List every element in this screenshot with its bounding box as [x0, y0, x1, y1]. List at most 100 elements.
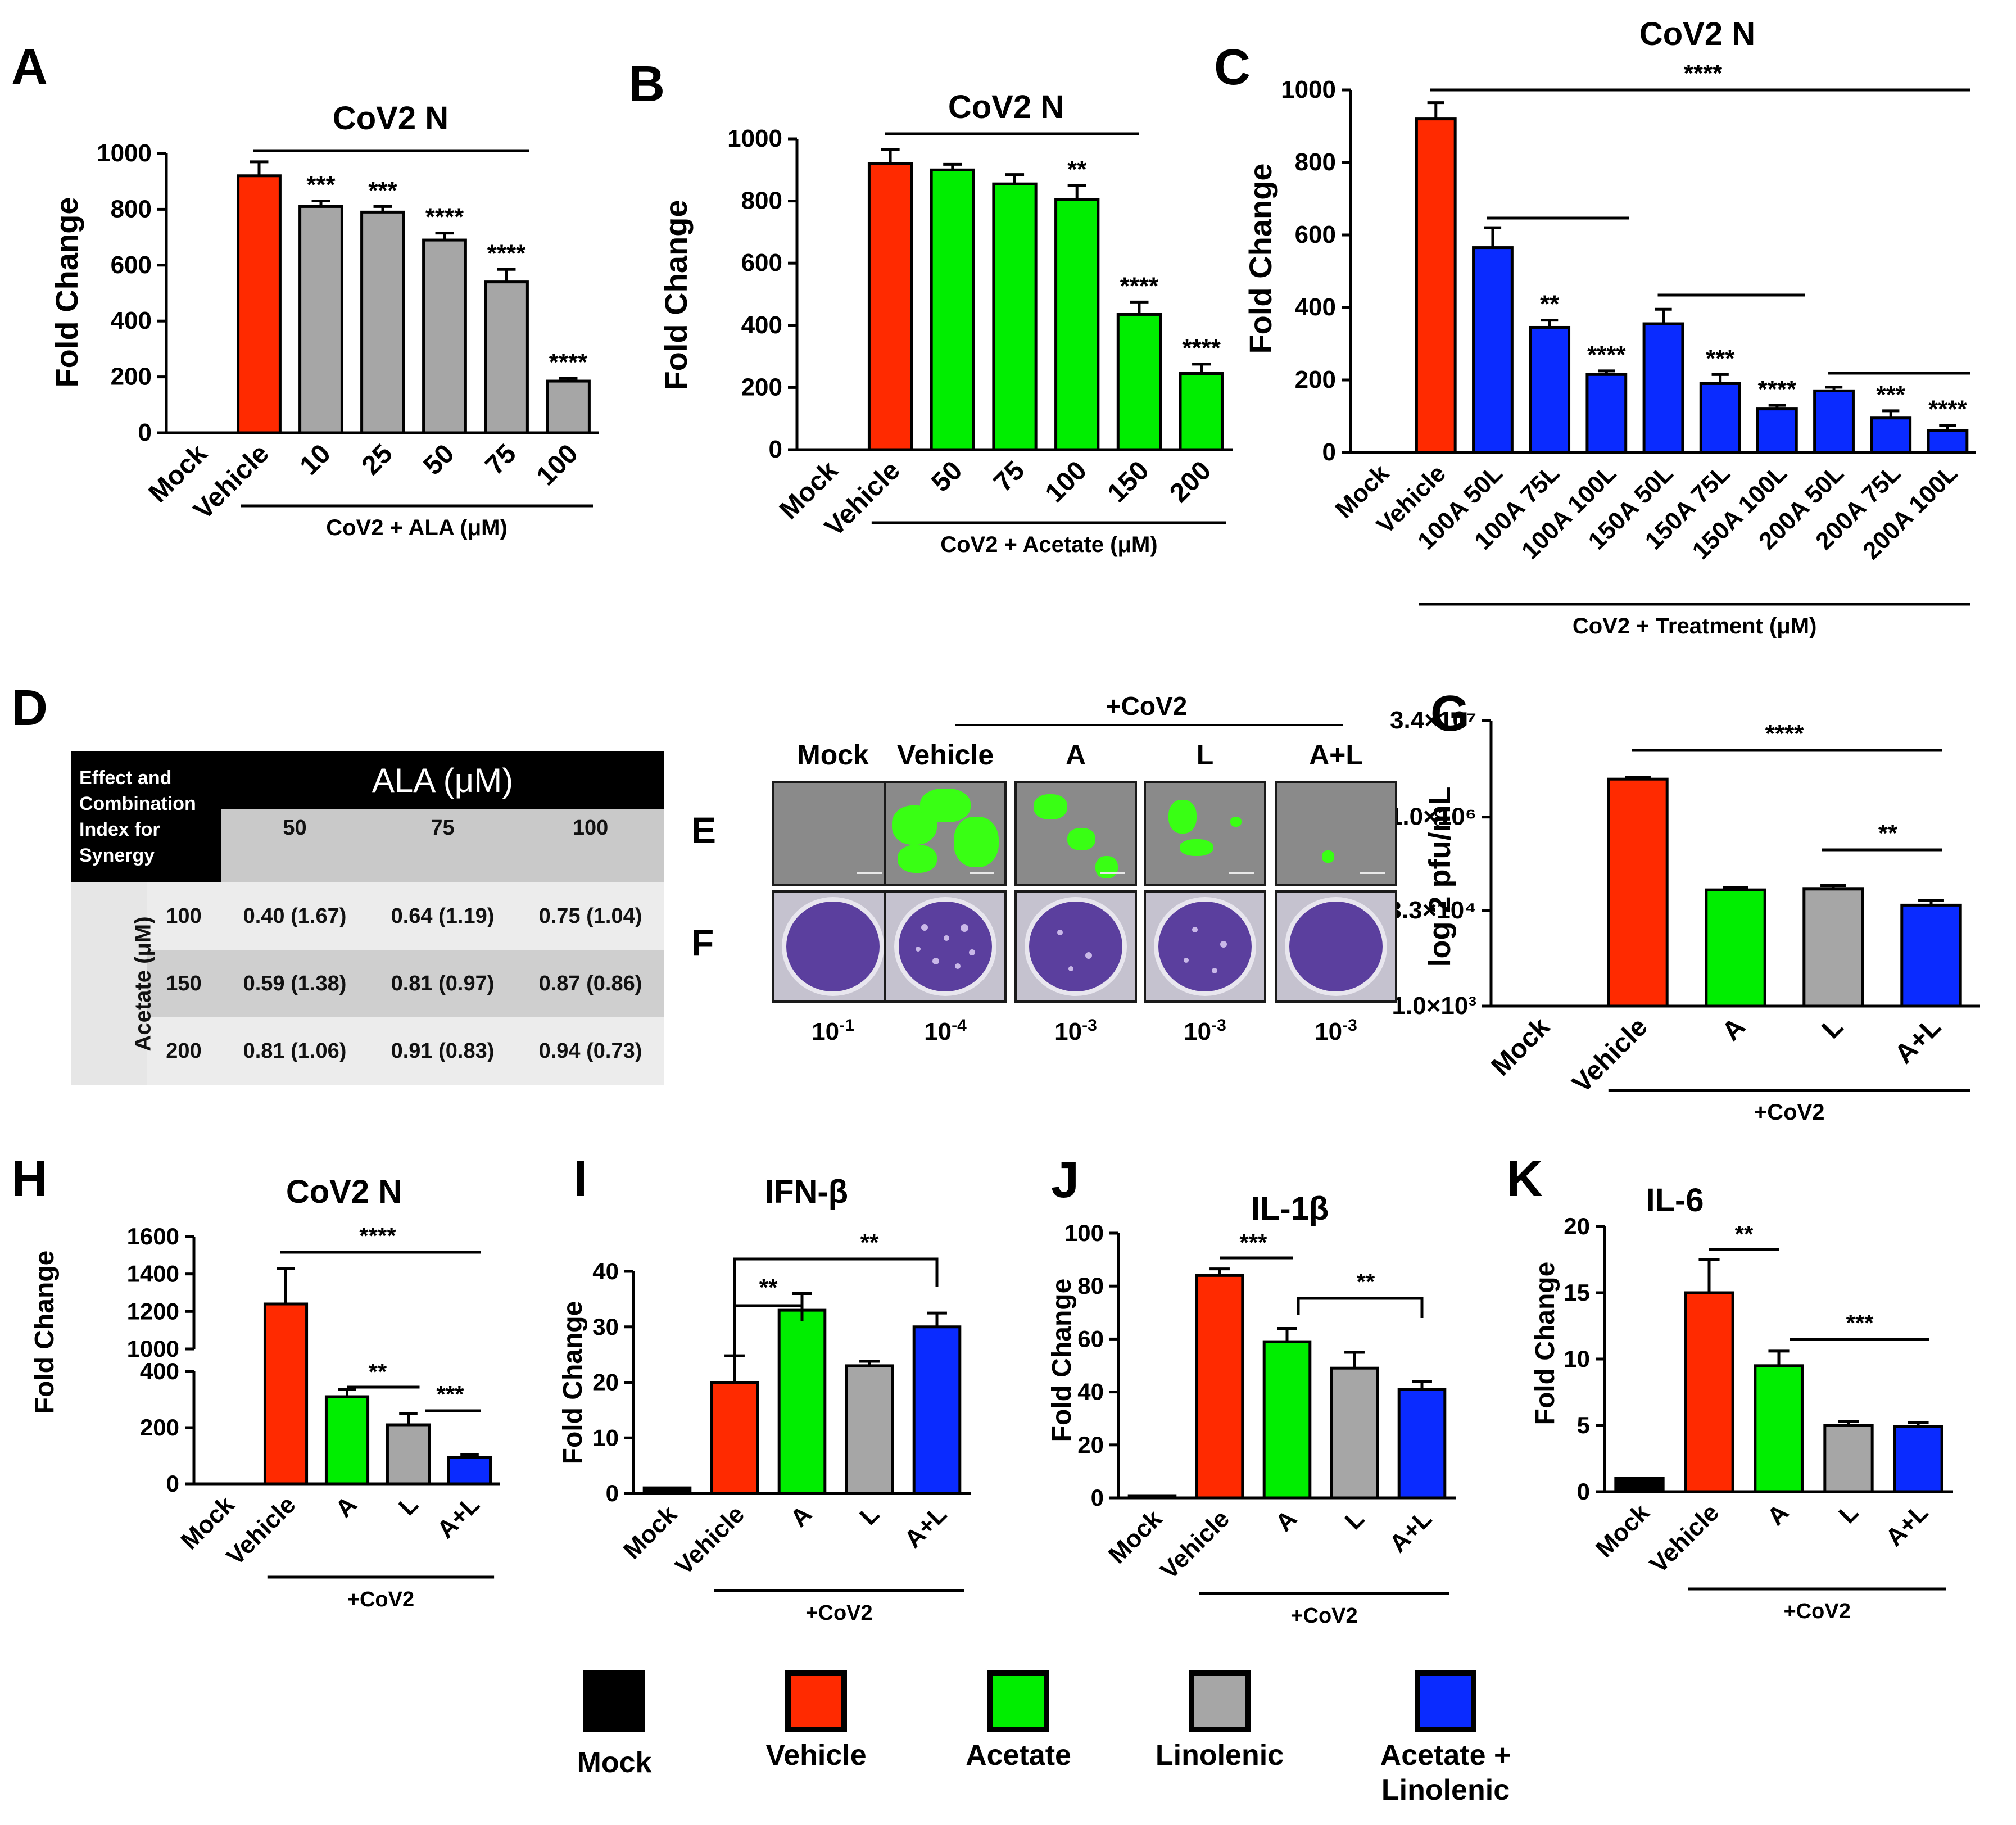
bar-l — [1330, 1366, 1379, 1500]
x-tick-label: 75 — [988, 455, 1030, 497]
scale-bar — [857, 872, 882, 874]
dilution-label: 10-3 — [1054, 1016, 1097, 1045]
plaque-spot — [1192, 927, 1198, 932]
y-tick-label: 20 — [1077, 1432, 1104, 1458]
x-tick-label: Vehicle — [1644, 1498, 1724, 1578]
dilution-base: 10 — [812, 1018, 839, 1045]
y-axis-label: Fold Change — [1530, 1262, 1560, 1425]
plaque-spot — [1220, 941, 1227, 948]
x-tick-label: A+L — [1889, 1012, 1947, 1070]
dilution-exponent: -3 — [1342, 1016, 1357, 1035]
bar-vehicle — [1195, 1274, 1244, 1500]
bar-100a-100l — [1585, 373, 1628, 454]
significance-label: **** — [425, 203, 464, 231]
scale-bar — [1229, 872, 1254, 874]
table-cell: 0.59 (1.38) — [221, 950, 369, 1017]
table-cell: 0.91 (0.83) — [369, 1017, 517, 1085]
plaque-spot — [932, 958, 939, 964]
group-label: +CoV2 — [1290, 1604, 1357, 1628]
group-label: +CoV2 — [1754, 1100, 1825, 1125]
x-tick-label: A+L — [899, 1500, 952, 1553]
bar-200a-50l — [1813, 389, 1855, 454]
y-tick-label: 400 — [111, 307, 152, 334]
bar-100 — [1054, 198, 1100, 451]
dilution-label: 10-1 — [812, 1016, 854, 1045]
x-tick-label: 50 — [418, 438, 460, 481]
bar-200a-100l — [1927, 429, 1969, 454]
plaque-spot — [969, 949, 975, 955]
x-tick-label: 200 — [1164, 455, 1217, 508]
y-tick-label: 400 — [741, 311, 782, 339]
y-tick-label: 0 — [138, 419, 152, 446]
dilution-exponent: -4 — [952, 1016, 967, 1035]
bar-l — [386, 1423, 431, 1486]
bar-a — [1262, 1340, 1312, 1500]
bar-150 — [1116, 313, 1162, 451]
col-header-50: 50 — [221, 809, 369, 882]
legend-swatch-acetate — [987, 1670, 1049, 1732]
panel-letter: E — [691, 809, 716, 851]
row-label: 200 — [147, 1017, 221, 1085]
x-tick-label: A — [785, 1500, 817, 1532]
bar-100 — [546, 379, 591, 434]
plaque-well-mock — [772, 890, 894, 1003]
x-tick-label: A — [1270, 1505, 1302, 1537]
dilution-base: 10 — [1184, 1018, 1211, 1045]
table-row: 200 0.81 (1.06) 0.91 (0.83) 0.94 (0.73) — [71, 1017, 665, 1085]
well-image — [1285, 897, 1387, 996]
bar-a-l — [1893, 1425, 1943, 1493]
column-header: L — [1197, 739, 1214, 771]
x-tick-label: 50 — [926, 455, 968, 497]
significance-label: **** — [1587, 341, 1626, 369]
fluorescence-spot — [1034, 794, 1067, 819]
y-tick-label: 600 — [111, 251, 152, 279]
bar-vehicle — [1415, 117, 1457, 454]
y-tick-label: 1600 — [127, 1223, 179, 1249]
well-image — [1025, 897, 1127, 996]
y-tick-label: 800 — [111, 195, 152, 223]
table-header-row: Effect and Combination Index for Synergy… — [71, 751, 665, 882]
table-cell: 0.40 (1.67) — [221, 882, 369, 950]
chart-title: IFN-β — [765, 1174, 848, 1210]
dilution-label: 10-3 — [1315, 1016, 1357, 1045]
panel-letter: A — [11, 39, 48, 96]
x-tick-label: Vehicle — [1155, 1505, 1235, 1584]
y-tick-label: 80 — [1077, 1272, 1104, 1299]
significance-label: *** — [1877, 381, 1906, 409]
significance-label: *** — [1239, 1229, 1267, 1256]
x-tick-label: A+L — [1384, 1505, 1437, 1557]
col-header-75: 75 — [369, 809, 517, 882]
bar-100a-50l — [1472, 246, 1514, 454]
bar-a-l — [912, 1325, 962, 1495]
legend-label-line: Linolenic — [1381, 1774, 1510, 1806]
col-header-100: 100 — [517, 809, 665, 882]
y-tick-label: 15 — [1564, 1279, 1590, 1306]
fluorescence-spot — [1180, 839, 1213, 856]
plaque-spot — [955, 963, 961, 969]
acetate-row-header: Acetate (μM) — [71, 882, 156, 1085]
table-cell: 0.75 (1.04) — [517, 882, 665, 950]
table-column-row: 50 75 100 — [71, 809, 665, 882]
bar-a — [324, 1395, 370, 1486]
y-tick-label: 0 — [1322, 438, 1336, 466]
bar-vehicle — [1684, 1291, 1734, 1493]
plaque-well-vehicle — [884, 890, 1007, 1003]
bar-a — [1754, 1364, 1804, 1493]
significance-label: *** — [1706, 345, 1735, 372]
y-axis-label: Fold Change — [658, 200, 694, 390]
y-tick-label: 200 — [140, 1414, 179, 1441]
bar-vehicle — [710, 1381, 759, 1495]
well-image — [894, 897, 996, 996]
significance-label: *** — [1846, 1310, 1874, 1336]
well-image — [1154, 897, 1256, 996]
y-axis-label: Fold Change — [1243, 163, 1278, 354]
row-label: 100 — [147, 882, 221, 950]
micrograph-a — [1014, 781, 1137, 886]
table-cell: 0.81 (0.97) — [369, 950, 517, 1017]
column-header: A+L — [1309, 739, 1363, 771]
bar-vehicle — [867, 162, 913, 451]
bar-25 — [360, 210, 405, 434]
x-tick-label: Mock — [1486, 1012, 1556, 1081]
chart-title: IL-1β — [1251, 1190, 1329, 1227]
